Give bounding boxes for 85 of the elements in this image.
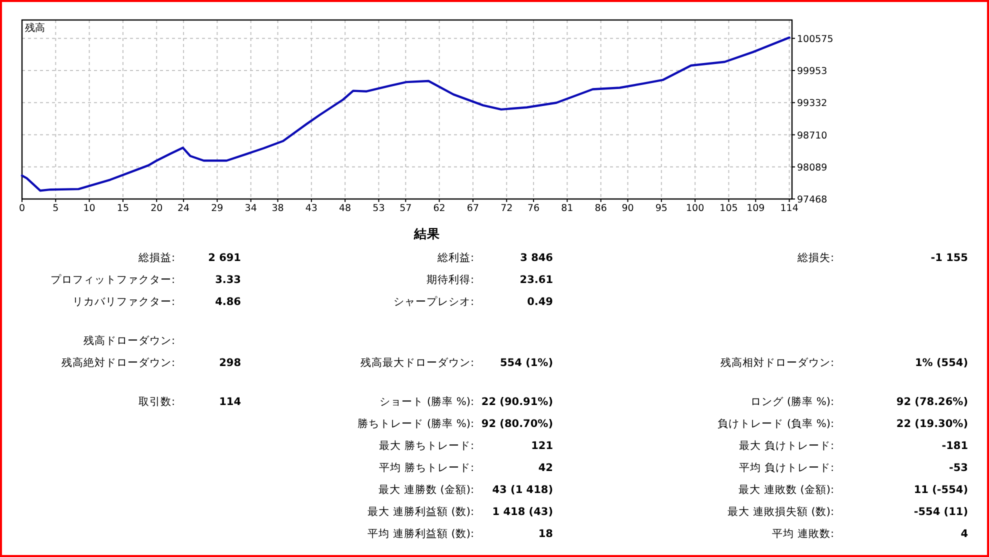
text: 平均 負けトレード: [739, 462, 834, 474]
text: 最大 連敗数 (金額): [738, 483, 834, 496]
y-tick-label: 99332 [797, 98, 828, 110]
x-tick-label: 76 [527, 203, 540, 214]
text: リカバリファクター: [72, 296, 175, 308]
text: 3.33 [215, 274, 241, 286]
text: プロフィットファクター: [50, 273, 175, 286]
text: 残高ドローダウン: [83, 334, 175, 347]
x-tick-label: 114 [780, 203, 798, 214]
text: 最大 連敗損失額 (数): [728, 505, 834, 518]
text: 総損益: [137, 252, 175, 264]
text: 負けトレード (負率 %): [718, 417, 834, 430]
y-tick-label: 98089 [797, 162, 828, 174]
text: 勝ちトレード (勝率 %): [358, 417, 474, 430]
text: 298 [219, 357, 241, 369]
x-tick-label: 57 [400, 203, 412, 214]
text: 92 (80.70%) [481, 418, 553, 430]
text: 4 [960, 528, 968, 540]
text: 最大 負けトレード: [739, 439, 834, 452]
text: 121 [531, 440, 553, 452]
y-tick-label: 98710 [797, 130, 828, 142]
x-tick-label: 43 [305, 203, 318, 214]
text: 92 (78.26%) [896, 396, 968, 408]
text: 114 [219, 396, 241, 408]
text: 平均 連勝利益額 (数): [368, 527, 474, 540]
x-tick-label: 72 [500, 203, 513, 214]
text: -1 155 [930, 252, 968, 264]
text: 23.61 [520, 274, 553, 286]
text: 43 (1 418) [492, 484, 553, 496]
x-tick-label: 100 [686, 203, 704, 214]
text: 2 691 [208, 252, 241, 264]
x-tick-label: 5 [52, 203, 59, 214]
x-tick-label: 86 [594, 203, 607, 214]
x-tick-label: 0 [18, 203, 26, 214]
x-tick-label: 48 [339, 203, 352, 214]
text: 残高相対ドローダウン: [720, 356, 834, 369]
text: 554 (1%) [500, 357, 553, 369]
text: ショート (勝率 %): [380, 395, 474, 408]
text: 18 [538, 528, 553, 540]
text: 期待利得: [426, 273, 474, 286]
y-tick-label: 99953 [797, 66, 828, 78]
text: 残高絶対ドローダウン: [61, 356, 175, 369]
text: -181 [942, 440, 968, 452]
x-tick-label: 15 [116, 203, 130, 214]
x-tick-label: 20 [150, 203, 163, 214]
text: 結果 [413, 226, 441, 241]
text: 残高最大ドローダウン: [360, 356, 474, 369]
text: 平均 連敗数: [772, 527, 834, 540]
text: 平均 勝ちトレード: [379, 462, 474, 474]
x-tick-label: 95 [655, 203, 668, 214]
text: 4.86 [215, 296, 241, 308]
text: 総損失: [796, 251, 834, 264]
text: 3 846 [520, 252, 553, 264]
text: 0.49 [527, 296, 553, 308]
x-tick-label: 109 [746, 203, 765, 214]
text: 22 (19.30%) [896, 418, 968, 430]
y-tick-label: 100575 [797, 34, 834, 45]
text: 1 418 (43) [492, 506, 553, 518]
x-tick-label: 67 [466, 203, 480, 214]
x-tick-label: 53 [372, 203, 385, 214]
x-tick-label: 34 [244, 203, 257, 214]
text: 22 (90.91%) [481, 396, 553, 408]
x-tick-label: 38 [272, 203, 284, 214]
text: ロング (勝率 %): [750, 395, 834, 408]
text: 取引数: [138, 396, 175, 408]
text: シャープレシオ: [393, 295, 474, 308]
x-tick-label: 81 [561, 203, 574, 214]
text: 1% (554) [915, 357, 968, 369]
text: 11 (-554) [914, 484, 968, 496]
x-tick-label: 105 [720, 203, 738, 214]
text: 最大 勝ちトレード: [379, 439, 474, 452]
x-tick-label: 62 [433, 203, 446, 214]
chart-title: 残高 [25, 22, 45, 34]
x-tick-label: 29 [211, 203, 224, 214]
text: 総利益: [436, 251, 474, 264]
line-series [20, 36, 790, 192]
text: 最大 連勝数 (金額): [378, 483, 474, 496]
text: 42 [538, 462, 553, 474]
text: 最大 連勝利益額 (数): [368, 505, 474, 518]
y-tick-label: 97468 [797, 194, 828, 206]
x-tick-label: 24 [177, 203, 190, 214]
x-tick-label: 10 [83, 203, 96, 214]
text: -53 [949, 462, 968, 474]
text: -554 (11) [914, 506, 968, 518]
x-tick-label: 90 [622, 203, 634, 214]
